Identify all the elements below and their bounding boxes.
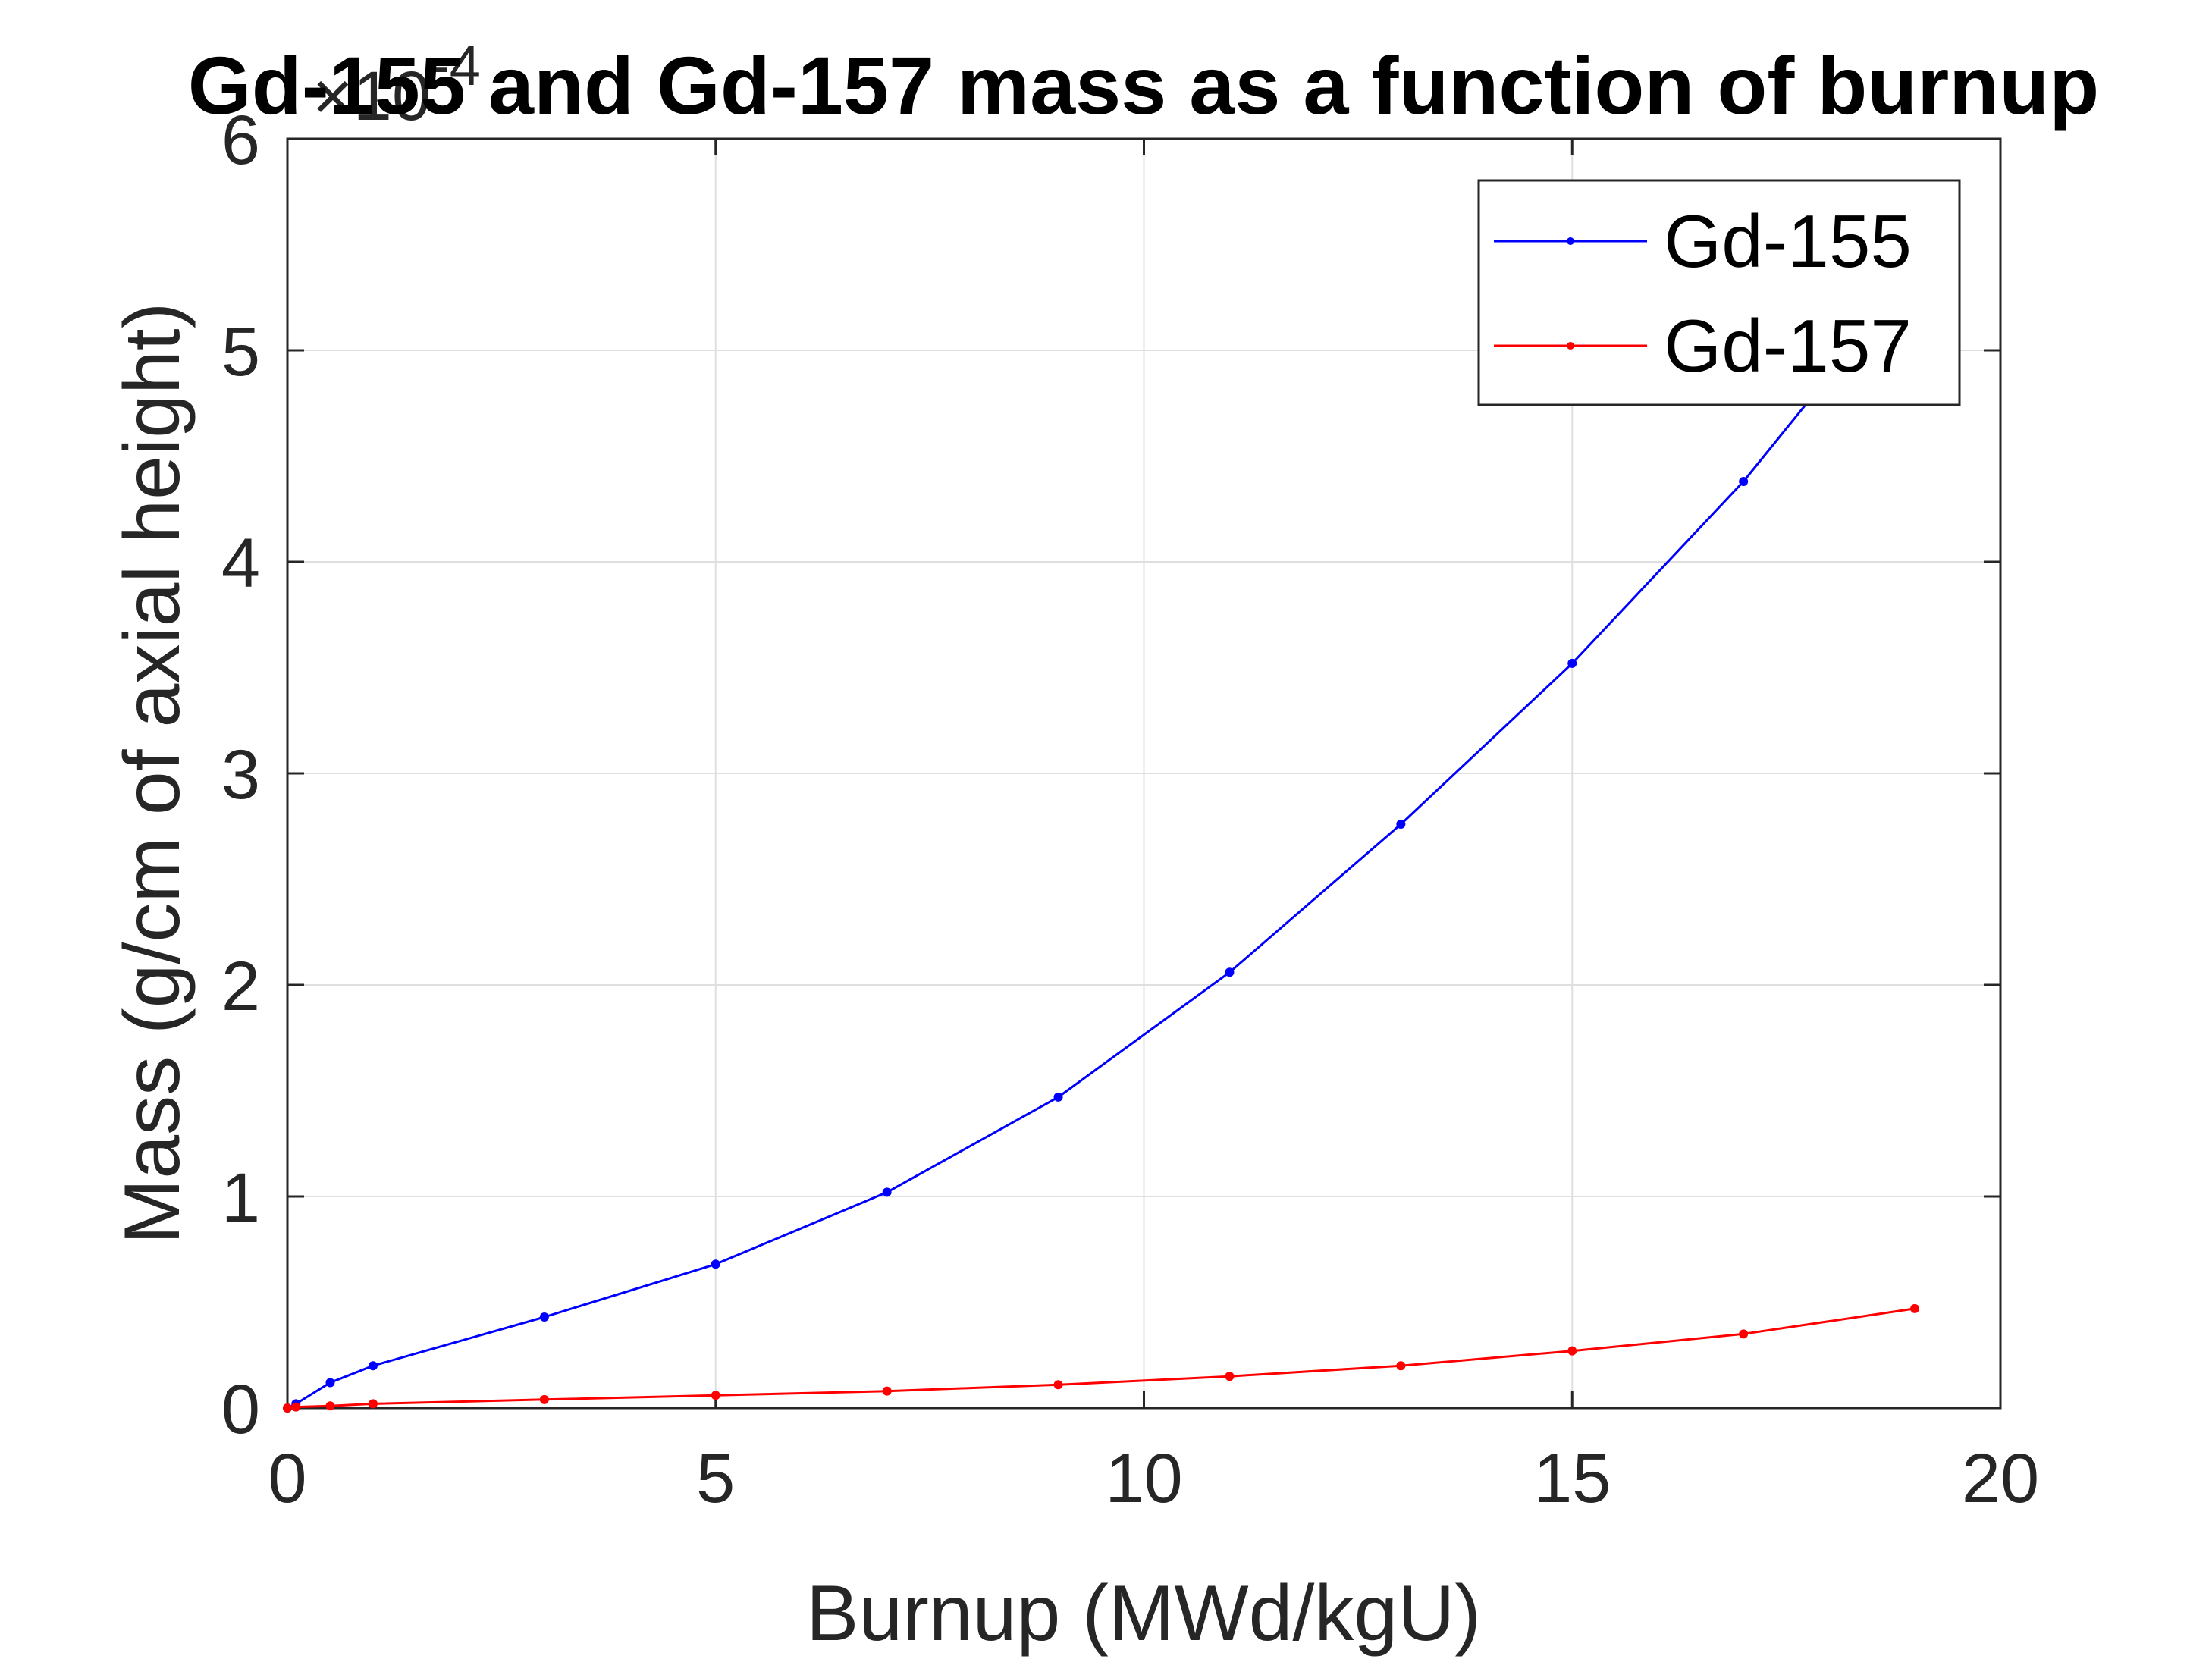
y-tick-label: 2 — [221, 948, 260, 1025]
x-tick-label: 10 — [1105, 1440, 1182, 1517]
data-point-gd157 — [882, 1386, 892, 1396]
data-point-gd157 — [1739, 1329, 1749, 1339]
chart-title: Gd-155 and Gd-157 mass as a function of … — [188, 39, 2099, 131]
y-tick-label: 4 — [221, 525, 260, 602]
data-point-gd155 — [1739, 476, 1749, 486]
x-axis-label: Burnup (MWd/kgU) — [806, 1570, 1481, 1657]
data-point-gd157 — [1567, 1346, 1577, 1356]
legend-box — [1477, 179, 1961, 406]
data-point-gd157 — [325, 1401, 335, 1411]
data-point-gd157 — [711, 1391, 720, 1400]
data-point-gd157 — [291, 1402, 301, 1412]
x-tick-label: 0 — [268, 1440, 306, 1517]
x-tick-label: 20 — [1962, 1440, 2039, 1517]
data-point-gd157 — [1053, 1380, 1063, 1390]
data-point-gd155 — [1225, 967, 1235, 977]
y-axis-exponent: ×10-4 — [312, 34, 481, 135]
data-point-gd155 — [325, 1378, 335, 1388]
legend: Gd-155 Gd-157 — [1477, 179, 1961, 406]
data-point-gd157 — [1910, 1303, 1920, 1313]
y-tick-label: 5 — [221, 313, 260, 390]
legend-marker-gd157 — [1567, 342, 1574, 350]
data-point-gd155 — [368, 1361, 378, 1371]
legend-marker-gd155 — [1567, 237, 1574, 245]
y-tick-label: 1 — [221, 1159, 260, 1237]
data-point-gd155 — [882, 1187, 892, 1197]
data-point-gd157 — [1396, 1361, 1406, 1371]
y-axis-exponent-base: ×10 — [312, 58, 431, 135]
data-point-gd155 — [1567, 658, 1577, 668]
series-lines — [283, 265, 1920, 1413]
data-point-gd155 — [711, 1259, 720, 1269]
legend-label-gd157: Gd-157 — [1664, 304, 1912, 387]
y-axis-exponent-power: -4 — [431, 34, 481, 97]
data-point-gd157 — [368, 1399, 378, 1409]
legend-label-gd155: Gd-155 — [1664, 199, 1912, 283]
data-point-gd155 — [1053, 1092, 1063, 1102]
y-axis-label: Mass (g/cm of axial height) — [108, 303, 196, 1245]
data-point-gd157 — [1225, 1372, 1235, 1381]
data-point-gd157 — [283, 1403, 292, 1413]
data-point-gd157 — [539, 1394, 549, 1404]
y-tick-label: 6 — [221, 102, 260, 179]
data-point-gd155 — [539, 1312, 549, 1322]
x-tick-label: 15 — [1533, 1440, 1611, 1517]
data-point-gd155 — [1396, 819, 1406, 829]
y-tick-label: 0 — [221, 1371, 260, 1448]
tick-labels: 0 5 10 15 20 0 1 2 3 4 5 6 — [221, 102, 2039, 1517]
y-tick-label: 3 — [221, 736, 260, 814]
x-tick-label: 5 — [696, 1440, 735, 1517]
